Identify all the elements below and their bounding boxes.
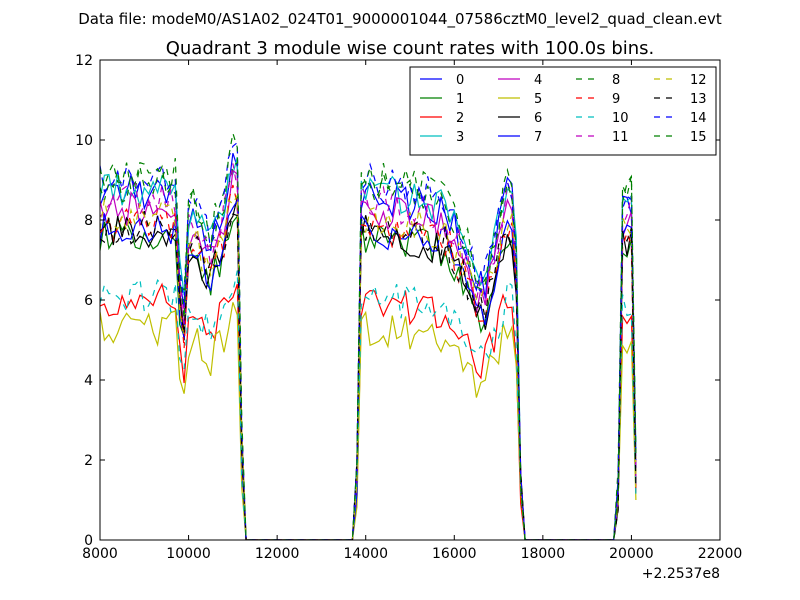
x-tick-label: 16000 — [432, 546, 477, 562]
legend-label-11: 11 — [612, 130, 629, 145]
y-tick-label: 8 — [84, 213, 93, 229]
y-tick-label: 10 — [75, 133, 93, 149]
chart-title: Quadrant 3 module wise count rates with … — [166, 38, 655, 59]
axis-ticks: 8000 10000 12000 14000 16000 18000 20000 22000 0… — [75, 53, 742, 562]
series-line-7 — [100, 198, 637, 540]
legend-label-1: 1 — [456, 92, 464, 107]
x-tick-label: 18000 — [521, 546, 566, 562]
y-tick-label: 2 — [84, 453, 93, 469]
x-tick-label: 14000 — [343, 546, 388, 562]
y-tick-label: 6 — [84, 293, 93, 309]
x-tick-label: 12000 — [255, 546, 300, 562]
legend-label-10: 10 — [612, 111, 629, 126]
y-tick-label: 4 — [84, 373, 93, 389]
figure-supertitle: Data file: modeM0/AS1A02_024T01_90000010… — [78, 10, 722, 29]
legend-label-0: 0 — [456, 73, 464, 88]
legend-frame — [409, 66, 717, 156]
y-tick-label: 12 — [75, 53, 93, 69]
series-line-15 — [100, 133, 637, 540]
x-tick-label: 22000 — [698, 546, 743, 562]
series-line-13 — [100, 210, 637, 540]
series-line-9 — [100, 184, 637, 540]
series-line-11 — [100, 163, 637, 540]
legend-label-8: 8 — [612, 73, 620, 88]
legend-label-14: 14 — [690, 111, 707, 126]
series-line-2 — [100, 282, 637, 540]
legend-label-15: 15 — [690, 130, 707, 145]
series-line-8 — [100, 161, 637, 540]
series-line-3 — [100, 157, 637, 540]
x-tick-label: 8000 — [82, 546, 118, 562]
legend-label-6: 6 — [534, 111, 542, 126]
legend-label-12: 12 — [690, 73, 707, 88]
series-group — [100, 133, 637, 540]
legend-label-3: 3 — [456, 130, 464, 145]
legend-label-4: 4 — [534, 73, 542, 88]
series-line-12 — [100, 194, 637, 540]
legend-label-5: 5 — [534, 92, 542, 107]
series-line-10 — [100, 270, 637, 540]
x-tick-label: 10000 — [166, 546, 211, 562]
series-line-6 — [100, 197, 637, 540]
x-axis-offset-label: +2.2537e8 — [642, 566, 720, 582]
legend-label-7: 7 — [534, 130, 542, 145]
series-line-4 — [100, 169, 637, 540]
legend-label-9: 9 — [612, 92, 620, 107]
legend-label-2: 2 — [456, 111, 464, 126]
series-line-5 — [100, 302, 637, 540]
x-tick-label: 20000 — [609, 546, 654, 562]
legend-label-13: 13 — [690, 92, 707, 107]
y-tick-label: 0 — [84, 533, 93, 549]
